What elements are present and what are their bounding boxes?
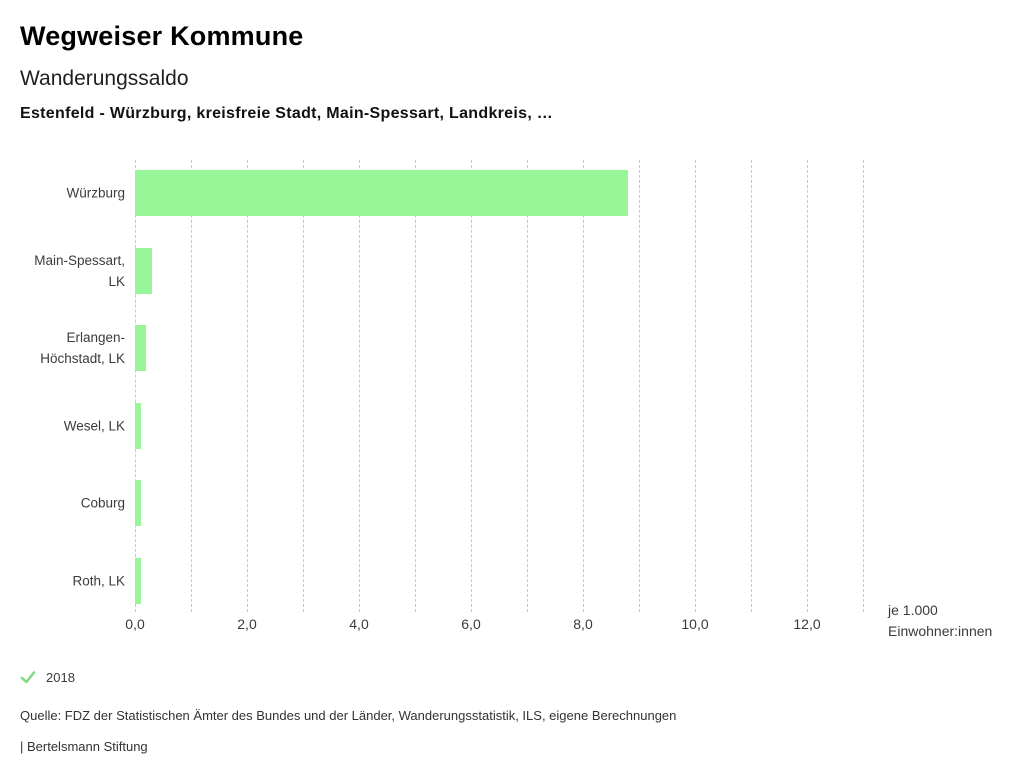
category-axis: Würzburg Main-Spessart, LK Erlangen- Höchs… [0,160,125,612]
gridline [247,160,248,612]
gridline [135,160,136,612]
gridline [695,160,696,612]
bar-3[interactable] [135,402,141,449]
gridline [583,160,584,612]
category-label-1: Main-Spessart, LK [34,252,125,289]
gridline [527,160,528,612]
value-axis: 0,0 2,0 4,0 6,0 8,0 10,0 12,0 [125,616,863,636]
source-text: Quelle: FDZ der Statistischen Ämter des … [20,708,677,723]
x-tick-label-0: 0,0 [125,616,145,632]
gridline [359,160,360,612]
gridline [751,160,752,612]
check-icon [20,669,36,685]
category-label-5: Roth, LK [72,573,125,588]
bar-1[interactable] [135,247,152,294]
bar-0[interactable] [135,170,628,216]
axis-unit-label: je 1.000 Einwohner:innen [888,600,992,642]
bar-4[interactable] [135,480,141,526]
gridline [471,160,472,612]
plot-area [135,160,864,612]
category-label-0: Würzburg [66,185,125,201]
axis-unit-line1: je 1.000 [888,602,938,618]
bar-5[interactable] [135,557,141,604]
x-tick-label-2: 4,0 [349,616,369,632]
x-tick-label-3: 6,0 [461,616,481,632]
legend-year-label: 2018 [46,669,75,685]
category-label-3: Wesel, LK [63,418,125,433]
gridline [639,160,640,612]
gridline [863,160,864,612]
app-title: Wegweiser Kommune [20,21,304,51]
legend-item-2018[interactable]: 2018 [20,668,75,686]
gridline [807,160,808,612]
x-tick-label-5: 10,0 [681,616,709,632]
category-label-2: Erlangen- Höchstadt, LK [40,330,125,366]
brand-text: | Bertelsmann Stiftung [20,739,148,754]
x-tick-label-1: 2,0 [237,616,257,632]
axis-unit-line2: Einwohner:innen [888,623,993,639]
chart-subtitle: Estenfeld - Würzburg, kreisfreie Stadt, … [20,105,554,122]
x-tick-label-4: 8,0 [573,616,593,632]
page-title: Wanderungssaldo [20,67,189,90]
gridline [191,160,192,612]
gridline [415,160,416,612]
category-label-4: Coburg [80,495,125,511]
gridline [303,160,304,612]
x-tick-label-6: 12,0 [793,616,821,632]
bar-chart: Würzburg Main-Spessart, LK Erlangen- Höchs… [0,160,1024,660]
bar-2[interactable] [135,325,147,371]
